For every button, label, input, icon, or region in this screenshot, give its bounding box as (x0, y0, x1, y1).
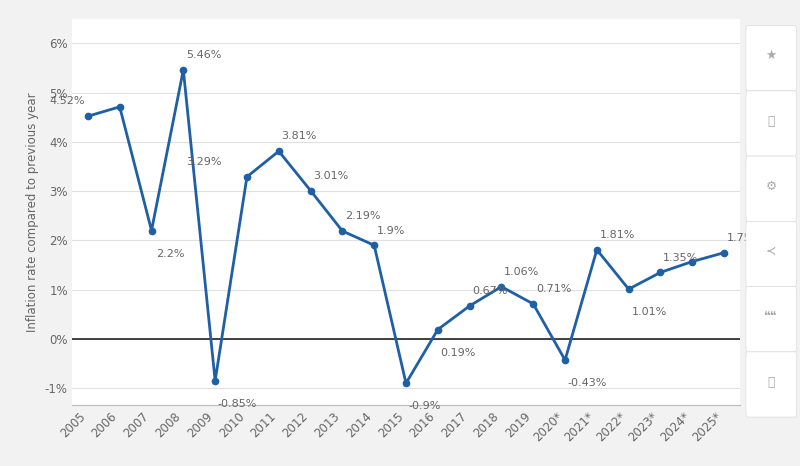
FancyBboxPatch shape (746, 156, 797, 221)
Y-axis label: Inflation rate compared to previous year: Inflation rate compared to previous year (26, 92, 39, 332)
FancyBboxPatch shape (746, 221, 797, 287)
Text: 3.01%: 3.01% (314, 171, 349, 181)
Text: 🔔: 🔔 (767, 115, 775, 128)
Text: 1.81%: 1.81% (600, 230, 635, 240)
Text: 0.67%: 0.67% (472, 286, 508, 296)
FancyBboxPatch shape (746, 352, 797, 417)
Text: 2.19%: 2.19% (345, 211, 381, 221)
Text: ≺: ≺ (766, 245, 777, 258)
Text: -0.9%: -0.9% (409, 401, 441, 411)
Text: -0.43%: -0.43% (568, 378, 607, 388)
Text: -0.85%: -0.85% (218, 399, 258, 409)
Text: 1.9%: 1.9% (377, 226, 406, 236)
Text: 5.46%: 5.46% (186, 50, 222, 60)
Text: 0.19%: 0.19% (441, 348, 476, 357)
Text: 4.52%: 4.52% (50, 96, 85, 106)
FancyBboxPatch shape (746, 26, 797, 91)
Text: 3.29%: 3.29% (186, 157, 222, 167)
FancyBboxPatch shape (746, 287, 797, 352)
Text: ★: ★ (766, 49, 777, 62)
FancyBboxPatch shape (746, 91, 797, 156)
Text: ❝❝: ❝❝ (765, 310, 778, 323)
Text: 🖨: 🖨 (767, 376, 775, 389)
Text: 0.71%: 0.71% (536, 284, 571, 294)
Text: 1.06%: 1.06% (504, 267, 539, 277)
Text: 1.75%: 1.75% (727, 233, 762, 243)
Text: 1.01%: 1.01% (631, 307, 666, 317)
Text: 3.81%: 3.81% (282, 131, 317, 142)
Text: ⚙: ⚙ (766, 180, 777, 193)
Text: 1.35%: 1.35% (663, 253, 698, 263)
Text: 2.2%: 2.2% (156, 248, 184, 259)
